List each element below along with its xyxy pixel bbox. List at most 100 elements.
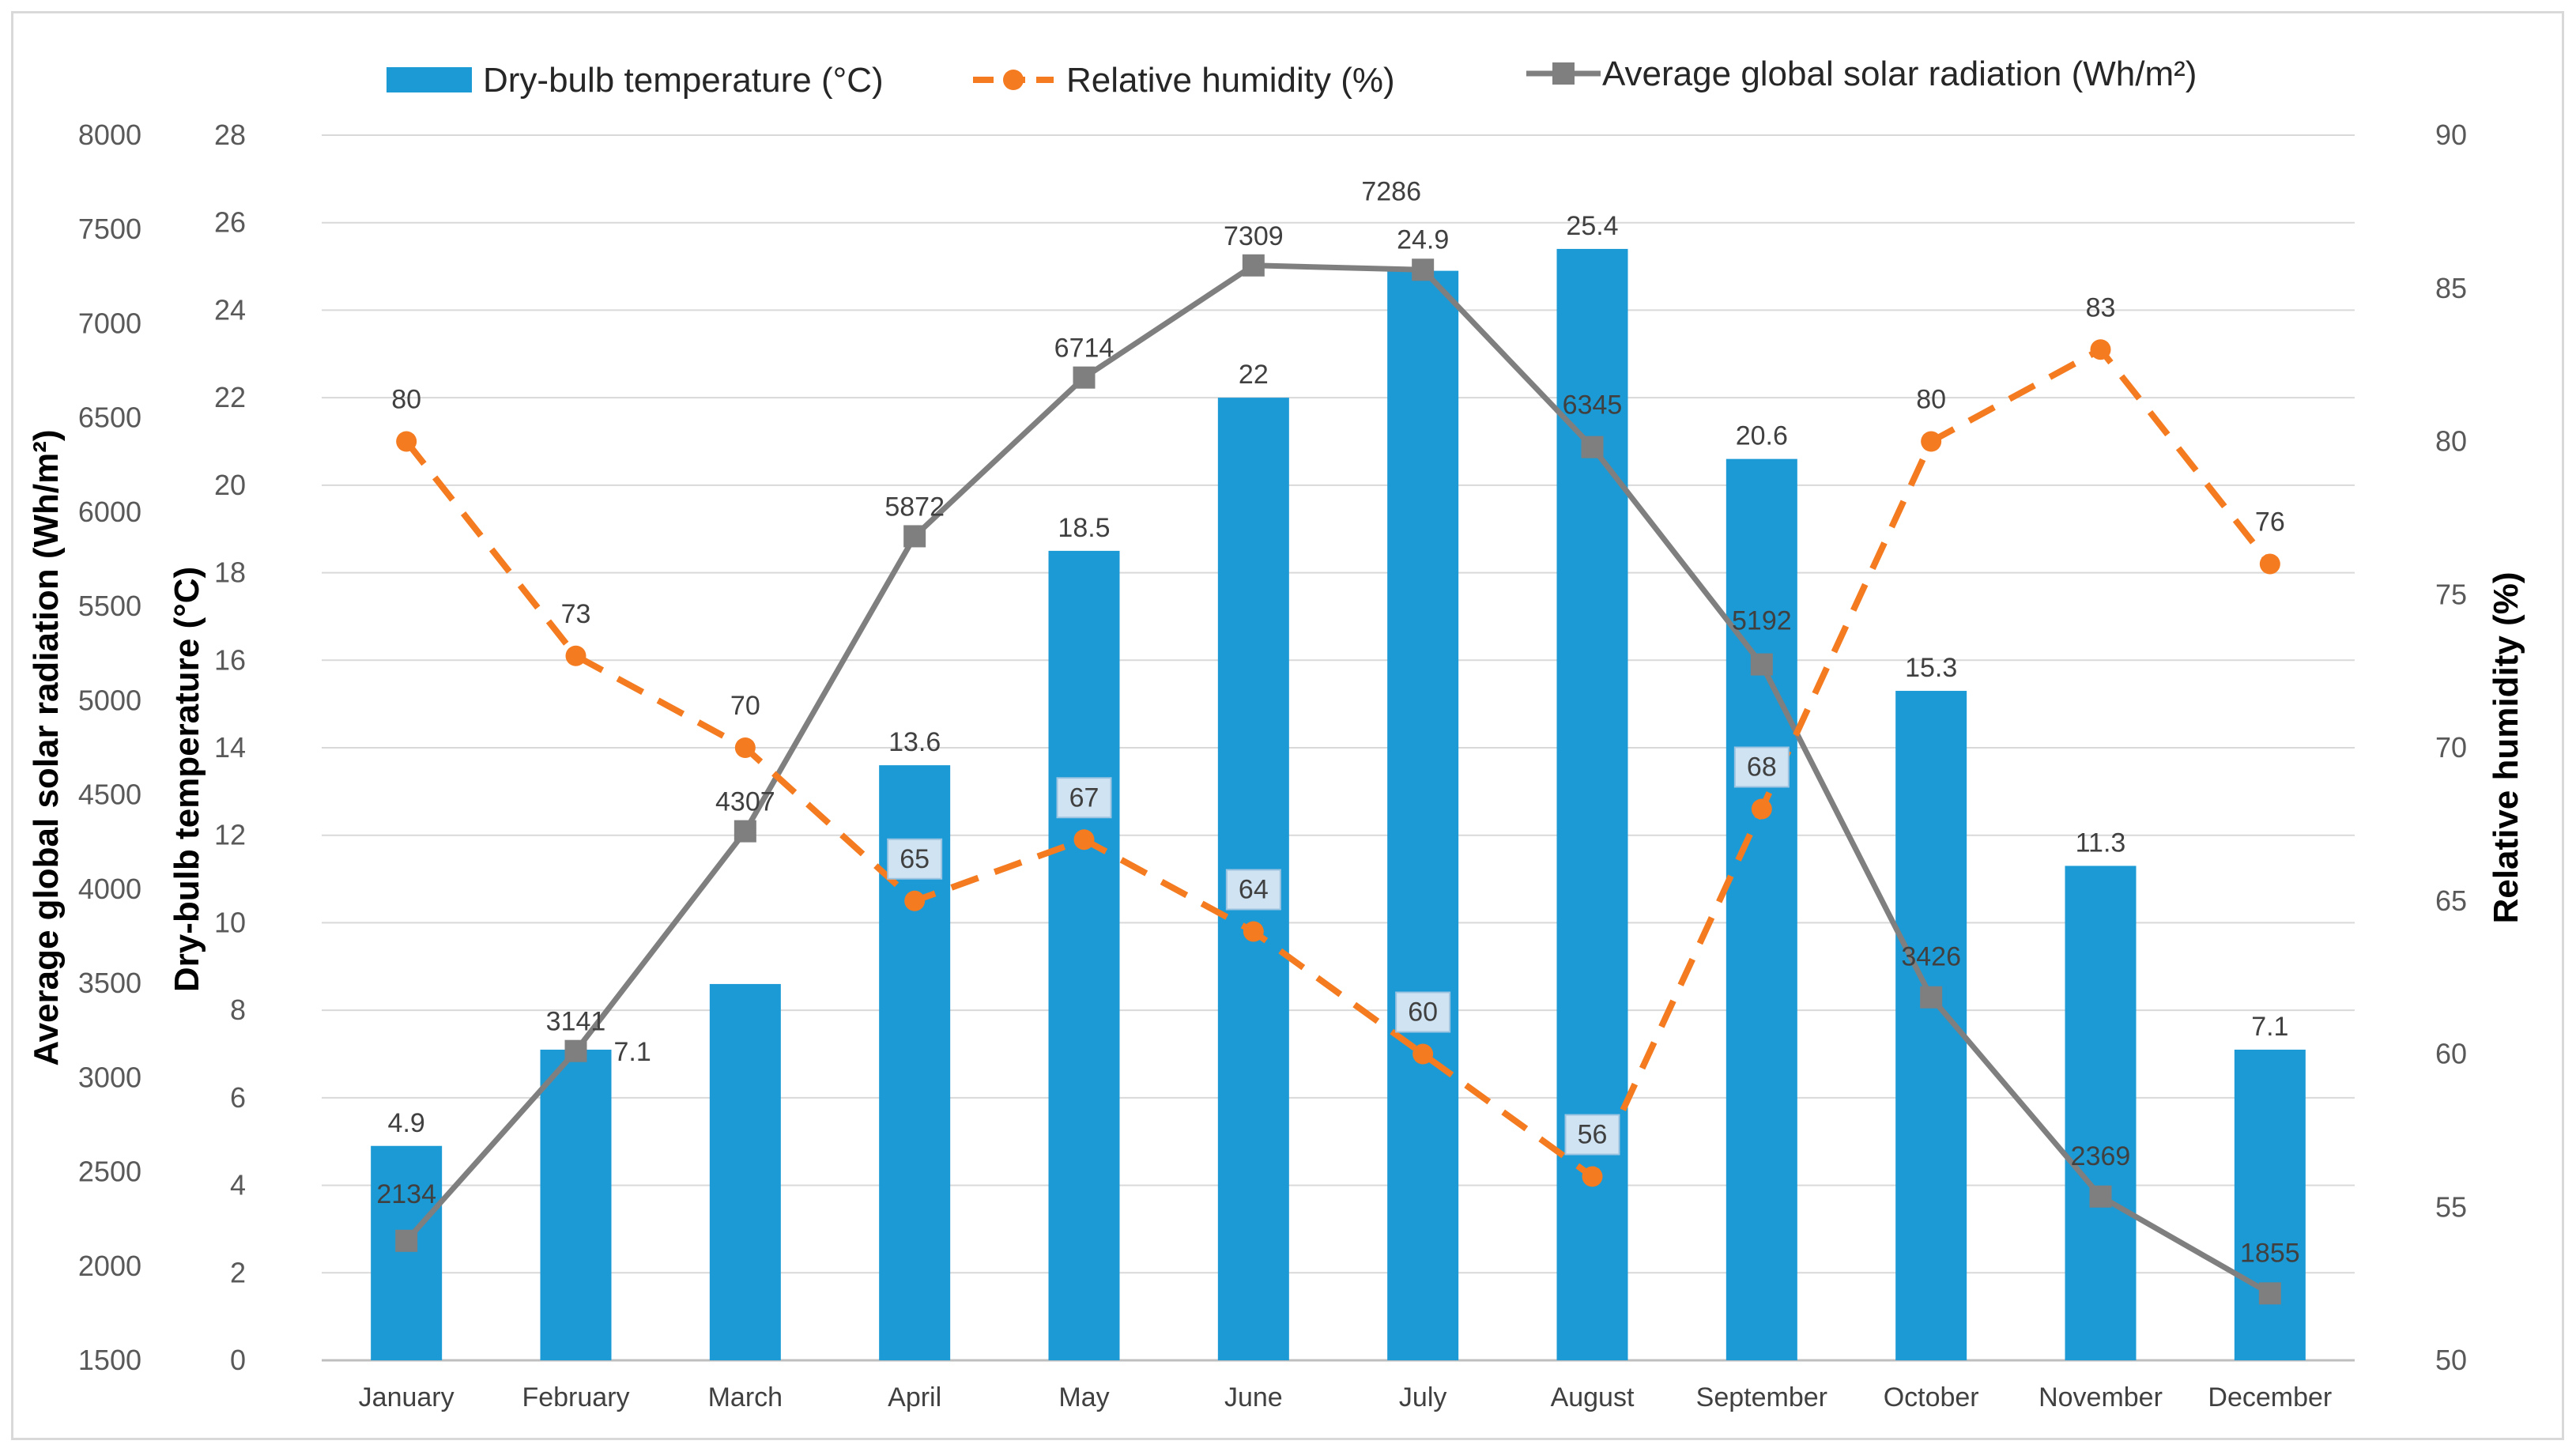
temperature-data-label: 25.4 bbox=[1566, 211, 1618, 241]
temperature-data-label: 20.6 bbox=[1736, 421, 1788, 451]
radiation-point bbox=[564, 1039, 587, 1062]
temperature-data-label: 13.6 bbox=[888, 727, 941, 757]
temperature-tick-label: 0 bbox=[230, 1344, 246, 1376]
humidity-data-label: 80 bbox=[1916, 385, 1946, 415]
humidity-data-label: 67 bbox=[1069, 783, 1099, 813]
temperature-data-label: 4.9 bbox=[388, 1108, 425, 1138]
temperature-axis-title: Dry-bulb temperature (°C) bbox=[168, 567, 206, 992]
radiation-axis-title: Average global solar radiation (Wh/m²) bbox=[27, 429, 66, 1065]
radiation-data-label: 6345 bbox=[1563, 390, 1623, 421]
temperature-data-label: 11.3 bbox=[2076, 828, 2126, 858]
temperature-data-label: 15.3 bbox=[1905, 653, 1957, 683]
humidity-label-box bbox=[1056, 777, 1112, 819]
category-label: January bbox=[359, 1382, 454, 1412]
temperature-tick-label: 26 bbox=[214, 206, 246, 239]
temperature-bar bbox=[1387, 270, 1459, 1360]
humidity-point bbox=[2259, 553, 2280, 575]
humidity-label-box bbox=[1395, 991, 1451, 1033]
radiation-point bbox=[1073, 366, 1096, 389]
category-label: December bbox=[2208, 1382, 2332, 1412]
radiation-tick-label: 4500 bbox=[78, 779, 141, 811]
humidity-tick-label: 75 bbox=[2435, 578, 2467, 610]
temperature-data-label: 22 bbox=[1239, 360, 1269, 390]
humidity-point bbox=[1582, 1166, 1603, 1187]
temperature-tick-label: 4 bbox=[230, 1169, 246, 1201]
radiation-series bbox=[395, 254, 2281, 1305]
chart-frame: 4.9 7.1 13.6 18.5 22 24.9 25.4 20.6 15.3 11.3 7.1 2… bbox=[11, 11, 2564, 1440]
humidity-data-label: 65 bbox=[900, 844, 930, 874]
humidity-point bbox=[565, 645, 586, 666]
radiation-tick-label: 2000 bbox=[78, 1250, 141, 1282]
radiation-data-label: 5872 bbox=[884, 492, 945, 522]
axes: 1500200025003000350040004500500055006000… bbox=[27, 119, 2525, 1412]
radiation-tick-label: 5500 bbox=[78, 590, 141, 622]
temperature-bar bbox=[1048, 550, 1120, 1361]
temperature-tick-label: 12 bbox=[214, 819, 246, 851]
humidity-tick-label: 50 bbox=[2435, 1344, 2467, 1376]
temperature-tick-label: 8 bbox=[230, 994, 246, 1026]
humidity-point bbox=[1751, 798, 1772, 820]
humidity-tick-label: 85 bbox=[2435, 272, 2467, 304]
gridlines bbox=[322, 134, 2355, 1362]
radiation-point bbox=[903, 525, 926, 548]
radiation-tick-label: 4000 bbox=[78, 873, 141, 905]
humidity-point bbox=[2090, 339, 2111, 360]
humidity-label-box bbox=[1225, 869, 1281, 911]
category-label: August bbox=[1551, 1382, 1635, 1412]
humidity-label-box bbox=[1564, 1114, 1620, 1156]
radiation-tick-label: 1500 bbox=[78, 1344, 141, 1376]
temperature-bar bbox=[2065, 866, 2137, 1360]
temperature-tick-label: 20 bbox=[214, 469, 246, 501]
radiation-data-label: 2134 bbox=[376, 1179, 436, 1209]
humidity-data-label: 64 bbox=[1239, 875, 1269, 905]
humidity-label-box bbox=[1733, 746, 1790, 788]
humidity-tick-label: 55 bbox=[2435, 1190, 2467, 1223]
humidity-data-label: 70 bbox=[730, 691, 760, 721]
data-labels: 4.9 7.1 13.6 18.5 22 24.9 25.4 20.6 15.3 11.3 7.1 2… bbox=[376, 176, 2299, 1268]
radiation-tick-label: 3000 bbox=[78, 1061, 141, 1093]
radiation-point bbox=[2089, 1185, 2112, 1208]
category-label: February bbox=[522, 1382, 629, 1412]
radiation-line bbox=[404, 262, 2272, 1296]
radiation-tick-label: 7500 bbox=[78, 213, 141, 245]
radiation-data-label: 5192 bbox=[1732, 606, 1792, 636]
humidity-point bbox=[396, 431, 417, 452]
radiation-data-label: 7286 bbox=[1361, 176, 1421, 206]
temperature-bar bbox=[540, 1049, 612, 1360]
temperature-bar bbox=[2234, 1049, 2306, 1360]
humidity-point bbox=[1921, 431, 1942, 452]
humidity-label-box bbox=[887, 838, 943, 880]
radiation-data-label: 3141 bbox=[546, 1007, 606, 1037]
humidity-tick-label: 70 bbox=[2435, 731, 2467, 764]
legend-label-radiation: Average global solar radiation (Wh/m²) bbox=[1602, 55, 2197, 93]
temperature-data-label: 7.1 bbox=[2251, 1012, 2288, 1042]
temperature-bars bbox=[371, 248, 2306, 1361]
radiation-tick-label: 5000 bbox=[78, 684, 141, 716]
radiation-tick-label: 2500 bbox=[78, 1156, 141, 1188]
category-label: September bbox=[1696, 1382, 1827, 1412]
humidity-point bbox=[1243, 921, 1264, 942]
humidity-data-label: 73 bbox=[561, 599, 591, 629]
radiation-tick-label: 6000 bbox=[78, 496, 141, 528]
temperature-tick-label: 16 bbox=[214, 643, 246, 676]
radiation-data-label: 7309 bbox=[1224, 221, 1284, 251]
legend-label-temperature: Dry-bulb temperature (°C) bbox=[483, 61, 884, 100]
category-label: July bbox=[1399, 1382, 1446, 1412]
temperature-bar bbox=[1726, 458, 1797, 1361]
humidity-axis-title: Relative humidity (%) bbox=[2487, 572, 2525, 924]
legend-swatch-humidity-marker bbox=[1003, 70, 1024, 90]
radiation-tick-label: 3500 bbox=[78, 967, 141, 999]
radiation-point bbox=[1920, 986, 1943, 1009]
temperature-data-label: 24.9 bbox=[1397, 225, 1449, 255]
radiation-tick-label: 8000 bbox=[78, 119, 141, 151]
temperature-tick-label: 6 bbox=[230, 1081, 246, 1114]
category-label: April bbox=[888, 1382, 941, 1412]
humidity-tick-label: 65 bbox=[2435, 884, 2467, 917]
temperature-tick-label: 24 bbox=[214, 293, 246, 326]
radiation-data-label: 2369 bbox=[2071, 1141, 2131, 1171]
radiation-point bbox=[2258, 1282, 2281, 1305]
radiation-point bbox=[734, 820, 756, 843]
temperature-tick-label: 10 bbox=[214, 906, 246, 938]
temperature-tick-label: 22 bbox=[214, 381, 246, 413]
temperature-tick-label: 18 bbox=[214, 556, 246, 589]
